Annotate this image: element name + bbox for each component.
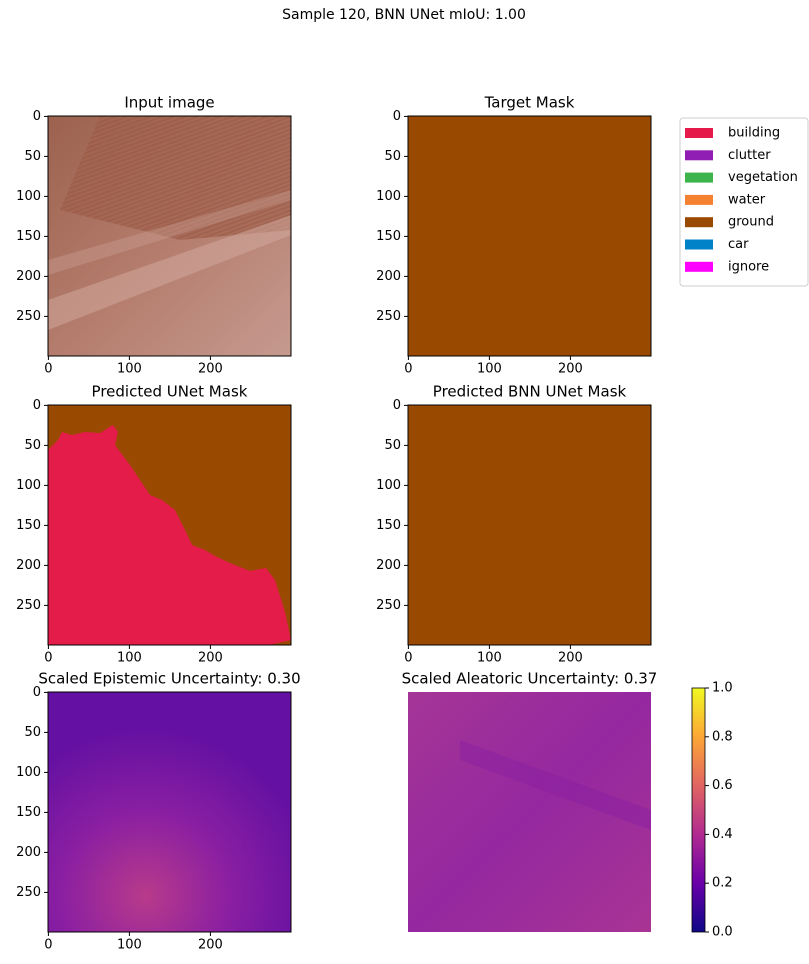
y-tick-label: 100 (376, 478, 401, 493)
legend-label: clutter (728, 148, 771, 163)
unet-mask (48, 405, 291, 645)
y-tick-label: 0 (393, 109, 401, 124)
colorbar-tick-label: 0.0 (712, 925, 733, 940)
x-tick-label: 200 (558, 362, 583, 377)
y-tick-label: 0 (33, 685, 41, 700)
y-tick-label: 50 (24, 725, 41, 740)
y-tick-label: 0 (393, 398, 401, 413)
y-tick-label: 150 (16, 518, 41, 533)
colorbar-tick-label: 0.2 (712, 876, 733, 891)
panel-title: Target Mask (484, 94, 575, 112)
x-tick-label: 0 (404, 651, 412, 666)
panel-title: Predicted UNet Mask (92, 383, 248, 401)
panel-title: Scaled Epistemic Uncertainty: 0.30 (38, 670, 300, 688)
legend-swatch (685, 150, 713, 161)
epistemic-map (48, 692, 291, 932)
panel-title: Scaled Aleatoric Uncertainty: 0.37 (402, 670, 658, 688)
colorbar-tick-label: 0.8 (712, 729, 733, 744)
figure-title: Sample 120, BNN UNet mIoU: 1.00 (282, 7, 526, 23)
y-tick-label: 250 (376, 598, 401, 613)
x-tick-label: 0 (44, 362, 52, 377)
y-tick-label: 100 (376, 189, 401, 204)
y-tick-label: 100 (16, 189, 41, 204)
legend-swatch (685, 194, 713, 205)
legend-label: ground (728, 215, 774, 230)
colorbar-tick-label: 0.6 (712, 778, 733, 793)
y-tick-label: 250 (16, 309, 41, 324)
bnn-mask (408, 405, 651, 645)
target-mask (408, 116, 651, 356)
legend-label: car (728, 237, 749, 252)
x-tick-label: 0 (44, 938, 52, 953)
y-tick-label: 200 (376, 269, 401, 284)
y-tick-label: 200 (16, 269, 41, 284)
legend-label: vegetation (728, 170, 798, 185)
input-image (48, 116, 291, 356)
y-tick-label: 50 (384, 149, 401, 164)
y-tick-label: 50 (384, 438, 401, 453)
aleatoric-map (408, 692, 651, 932)
legend-label: building (728, 126, 780, 141)
panel-title: Input image (124, 94, 214, 112)
y-tick-label: 0 (33, 398, 41, 413)
y-tick-label: 200 (16, 558, 41, 573)
x-tick-label: 100 (117, 362, 142, 377)
x-tick-label: 0 (404, 362, 412, 377)
y-tick-label: 150 (16, 805, 41, 820)
y-tick-label: 100 (16, 765, 41, 780)
x-tick-label: 200 (198, 362, 223, 377)
y-tick-label: 250 (376, 309, 401, 324)
x-tick-label: 200 (198, 938, 223, 953)
y-tick-label: 50 (24, 438, 41, 453)
x-tick-label: 200 (198, 651, 223, 666)
x-tick-label: 0 (44, 651, 52, 666)
y-tick-label: 150 (376, 518, 401, 533)
y-tick-label: 250 (16, 885, 41, 900)
colorbar (691, 687, 706, 933)
x-tick-label: 100 (117, 651, 142, 666)
legend-swatch (685, 217, 713, 228)
colorbar-tick-label: 1.0 (712, 681, 733, 696)
panel-title: Predicted BNN UNet Mask (433, 383, 627, 401)
colorbar-tick-label: 0.4 (712, 827, 733, 842)
y-tick-label: 150 (16, 229, 41, 244)
legend-label: ignore (728, 259, 769, 274)
y-tick-label: 250 (16, 598, 41, 613)
x-tick-label: 100 (477, 362, 502, 377)
y-tick-label: 50 (24, 149, 41, 164)
legend-swatch (685, 172, 713, 183)
x-tick-label: 200 (558, 651, 583, 666)
y-tick-label: 0 (33, 109, 41, 124)
y-tick-label: 200 (376, 558, 401, 573)
x-tick-label: 100 (477, 651, 502, 666)
legend-swatch (685, 261, 713, 272)
legend-swatch (685, 239, 713, 250)
y-tick-label: 150 (376, 229, 401, 244)
y-tick-label: 200 (16, 845, 41, 860)
x-tick-label: 100 (117, 938, 142, 953)
y-tick-label: 100 (16, 478, 41, 493)
legend-label: water (728, 192, 766, 207)
legend-swatch (685, 128, 713, 138)
